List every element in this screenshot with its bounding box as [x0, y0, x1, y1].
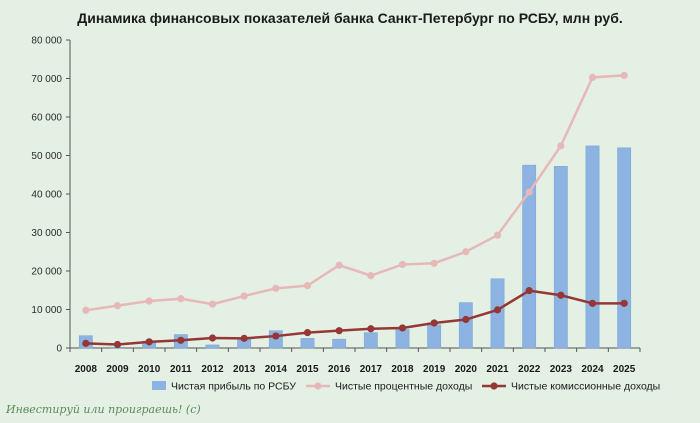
- y-tick-label: 10 000: [31, 305, 62, 316]
- point: [145, 297, 153, 305]
- point: [335, 327, 343, 335]
- bar: [363, 332, 378, 349]
- point: [557, 291, 565, 299]
- legend-marker: [314, 382, 322, 390]
- x-tick-label: 2011: [170, 364, 192, 375]
- point: [208, 300, 217, 308]
- line-series: [82, 71, 628, 349]
- point: [620, 299, 628, 307]
- bar: [458, 302, 473, 349]
- point: [430, 259, 438, 267]
- point: [588, 73, 597, 81]
- bar: [300, 338, 315, 349]
- bar: [395, 329, 410, 349]
- point: [177, 295, 185, 303]
- point: [430, 319, 438, 327]
- point: [398, 260, 407, 269]
- point: [525, 287, 533, 295]
- series-line-2: [85, 289, 625, 346]
- x-tick-label: 2024: [581, 364, 604, 375]
- point: [240, 292, 248, 300]
- point: [557, 142, 565, 150]
- point: [398, 324, 407, 332]
- point: [272, 284, 280, 292]
- chart-title: Динамика финансовых показателей банка Са…: [77, 10, 623, 26]
- point: [525, 188, 533, 196]
- x-tick-label: 2014: [265, 364, 288, 375]
- legend: Чистая прибыль по РСБУ Чистые процентные …: [152, 381, 660, 393]
- point: [113, 340, 122, 349]
- bar-series: [78, 145, 632, 349]
- x-tick-label: 2017: [360, 364, 383, 375]
- x-tick-label: 2013: [233, 364, 256, 375]
- y-axis: 0 10 000 20 000 30 000 40 000 50 000 60 000 70 …: [31, 36, 71, 355]
- legend-label: Чистые комиссионные доходы: [511, 381, 660, 393]
- x-tick-label: 2020: [455, 364, 478, 375]
- bar: [522, 164, 537, 349]
- y-tick-label: 70 000: [31, 74, 62, 85]
- point: [145, 338, 153, 346]
- point: [620, 71, 628, 80]
- point: [240, 334, 248, 342]
- x-tick-label: 2008: [75, 364, 98, 375]
- point: [82, 339, 90, 347]
- x-tick-label: 2021: [486, 364, 509, 375]
- bar: [585, 145, 600, 349]
- bar: [553, 166, 568, 349]
- point: [272, 332, 280, 340]
- point: [208, 334, 217, 342]
- point: [462, 315, 470, 324]
- x-tick-label: 2016: [328, 364, 351, 375]
- watermark-annotation: Инвестируй или проиграешь! (с): [5, 403, 201, 416]
- point: [82, 306, 90, 314]
- x-axis: 2008 2009 2010 2011 2012 2013 2014 2015 2016 2017…: [69, 347, 641, 375]
- y-tick-label: 40 000: [31, 190, 62, 201]
- x-tick-label: 2022: [518, 364, 541, 375]
- y-tick-label: 50 000: [31, 151, 62, 162]
- point: [367, 325, 375, 333]
- bar: [427, 324, 442, 349]
- legend-label: Чистая прибыль по РСБУ: [171, 381, 296, 393]
- x-tick-label: 2019: [423, 364, 446, 375]
- x-tick-label: 2015: [296, 364, 319, 375]
- x-tick-label: 2025: [613, 364, 636, 375]
- y-tick-label: 0: [56, 344, 62, 355]
- x-tick-label: 2023: [550, 364, 573, 375]
- point: [462, 248, 470, 256]
- y-tick-label: 30 000: [31, 228, 62, 239]
- bar: [332, 338, 347, 349]
- legend-swatch: [152, 381, 166, 390]
- y-tick-label: 80 000: [31, 36, 62, 47]
- x-tick-label: 2010: [138, 364, 161, 375]
- point: [588, 299, 597, 307]
- point: [493, 306, 502, 314]
- series-line-1: [85, 74, 625, 312]
- legend-label: Чистые процентные доходы: [335, 381, 472, 393]
- bar: [205, 344, 220, 349]
- x-tick-label: 2009: [106, 364, 129, 375]
- point: [177, 336, 185, 344]
- point: [303, 282, 312, 290]
- point: [493, 231, 502, 239]
- bar: [617, 147, 632, 349]
- point: [303, 329, 312, 337]
- legend-marker: [490, 382, 498, 390]
- x-tick-label: 2012: [201, 364, 224, 375]
- y-tick-label: 20 000: [31, 267, 62, 278]
- point: [335, 261, 343, 269]
- x-tick-label: 2018: [391, 364, 414, 375]
- y-tick-label: 60 000: [31, 113, 62, 124]
- point: [367, 272, 375, 280]
- point: [113, 302, 122, 310]
